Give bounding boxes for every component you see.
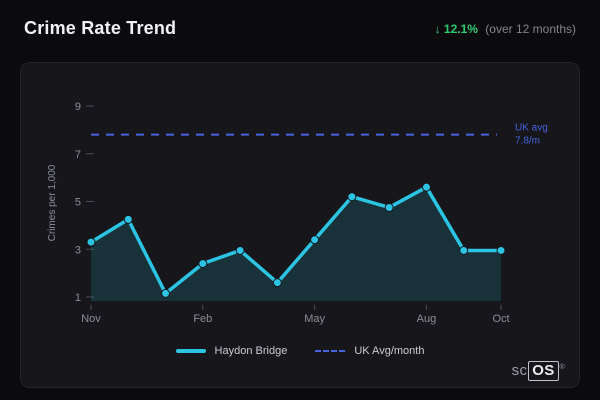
data-point <box>496 245 506 255</box>
data-point <box>235 245 245 255</box>
y-tick-label: 3 <box>75 244 81 256</box>
data-point <box>198 259 208 269</box>
data-point <box>86 237 96 247</box>
logo-prefix: sc <box>511 362 528 379</box>
crime-chart-svg: 9 7 5 3 1 Crimes per 1,000 UK avg 7.8/m Nov Feb Ma… <box>47 101 548 325</box>
uk-avg-label: 7.8/m <box>515 136 540 147</box>
y-tick-label: 7 <box>75 149 81 161</box>
logo-box: OS <box>528 361 559 381</box>
y-tick-label: 1 <box>75 292 81 304</box>
data-point <box>421 182 431 192</box>
page-header: Crime Rate Trend ↓ 12.1% (over 12 months… <box>0 0 600 39</box>
y-axis-title: Crimes per 1,000 <box>47 164 58 241</box>
chart-legend: Haydon Bridge UK Avg/month <box>21 345 579 357</box>
x-tick-label: May <box>304 313 325 325</box>
legend-item-haydon-bridge[interactable]: Haydon Bridge <box>175 345 288 357</box>
data-point <box>310 235 320 245</box>
data-point <box>161 288 171 298</box>
data-point <box>384 202 394 212</box>
chart-line <box>89 185 503 296</box>
down-arrow-icon: ↓ <box>434 21 441 36</box>
data-point <box>123 214 133 224</box>
x-tick-label: Aug <box>417 313 437 325</box>
delta-note: (over 12 months) <box>485 21 576 36</box>
legend-label: Haydon Bridge <box>214 345 288 357</box>
data-point <box>459 245 469 255</box>
data-point <box>272 278 282 288</box>
page-title: Crime Rate Trend <box>24 18 177 38</box>
x-tick-label: Nov <box>81 313 101 325</box>
registered-mark: ® <box>559 364 565 371</box>
x-tick-label: Feb <box>193 313 212 325</box>
x-tick-label: Oct <box>492 313 509 325</box>
legend-label: UK Avg/month <box>354 345 425 357</box>
trend-delta-badge: ↓ 12.1% (over 12 months) <box>435 22 576 36</box>
y-tick-label: 5 <box>75 197 81 209</box>
scos-logo: sc OS ® <box>511 361 565 381</box>
solid-line-swatch-icon <box>175 349 206 353</box>
uk-avg-label: UK avg <box>515 123 548 134</box>
chart-area-fill <box>91 187 501 301</box>
chart-card: 9 7 5 3 1 Crimes per 1,000 UK avg 7.8/m Nov Feb Ma… <box>20 62 580 388</box>
delta-value: 12.1% <box>443 21 478 36</box>
dashed-line-swatch-icon <box>315 350 346 352</box>
data-point <box>347 192 357 202</box>
y-tick-label: 9 <box>75 101 81 113</box>
legend-item-uk-avg[interactable]: UK Avg/month <box>315 345 424 357</box>
